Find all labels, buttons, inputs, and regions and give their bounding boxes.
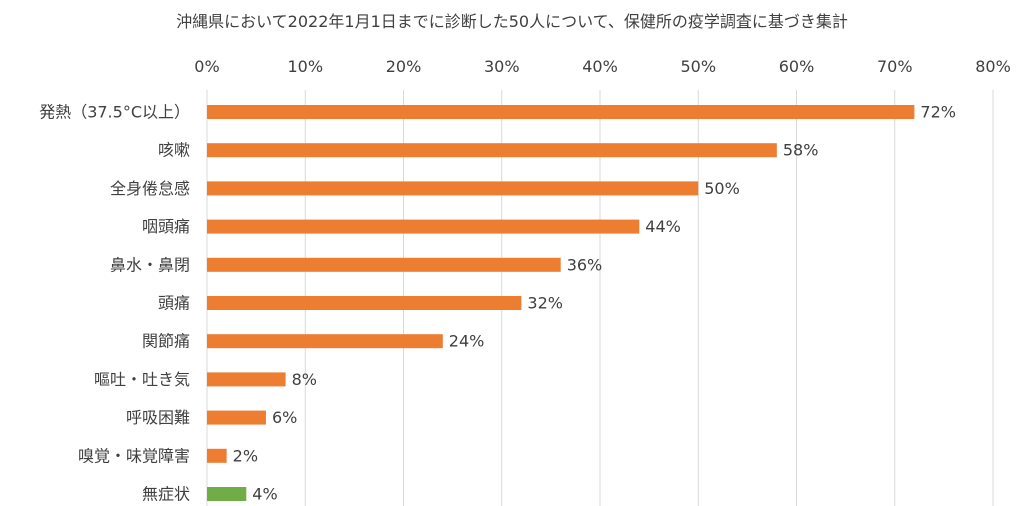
category-label: 全身倦怠感 xyxy=(110,179,190,198)
category-label: 発熱（37.5°C以上） xyxy=(39,103,190,122)
category-label: 無症状 xyxy=(142,485,190,504)
category-label: 嗅覚・味覚障害 xyxy=(78,446,190,465)
x-tick-label: 10% xyxy=(287,57,323,76)
category-label: 頭痛 xyxy=(158,294,190,313)
data-label: 44% xyxy=(645,217,681,236)
data-label: 8% xyxy=(292,370,317,389)
data-label: 58% xyxy=(783,141,819,160)
bar xyxy=(207,372,286,387)
bar xyxy=(207,181,699,196)
x-tick-label: 60% xyxy=(779,57,815,76)
bar xyxy=(207,448,227,463)
x-tick-label: 40% xyxy=(582,57,618,76)
data-label: 4% xyxy=(252,485,277,504)
bar xyxy=(207,257,561,272)
data-label: 2% xyxy=(233,446,258,465)
data-label: 50% xyxy=(704,179,740,198)
x-tick-label: 30% xyxy=(484,57,520,76)
bar xyxy=(207,487,247,501)
category-label: 嘔吐・吐き気 xyxy=(94,370,190,389)
bar xyxy=(207,105,915,119)
bar xyxy=(207,143,777,158)
category-label: 鼻水・鼻閉 xyxy=(110,255,190,274)
category-label: 咳嗽 xyxy=(158,141,190,160)
x-tick-label: 80% xyxy=(975,57,1011,76)
bar xyxy=(207,410,266,425)
bar xyxy=(207,334,443,349)
chart-title: 沖縄県において2022年1月1日までに診断した50人について、保健所の疫学調査に… xyxy=(176,12,848,31)
data-label: 24% xyxy=(449,332,485,351)
data-label: 32% xyxy=(527,294,563,313)
bar xyxy=(207,296,522,310)
x-tick-label: 20% xyxy=(386,57,422,76)
data-label: 36% xyxy=(567,255,603,274)
x-tick-label: 70% xyxy=(877,57,913,76)
category-label: 咽頭痛 xyxy=(142,217,190,236)
category-label: 呼吸困難 xyxy=(126,408,190,427)
x-tick-label: 0% xyxy=(194,57,219,76)
bar xyxy=(207,219,640,234)
data-label: 72% xyxy=(920,103,956,122)
category-label: 関節痛 xyxy=(142,332,190,351)
data-label: 6% xyxy=(272,408,297,427)
x-tick-label: 50% xyxy=(680,57,716,76)
